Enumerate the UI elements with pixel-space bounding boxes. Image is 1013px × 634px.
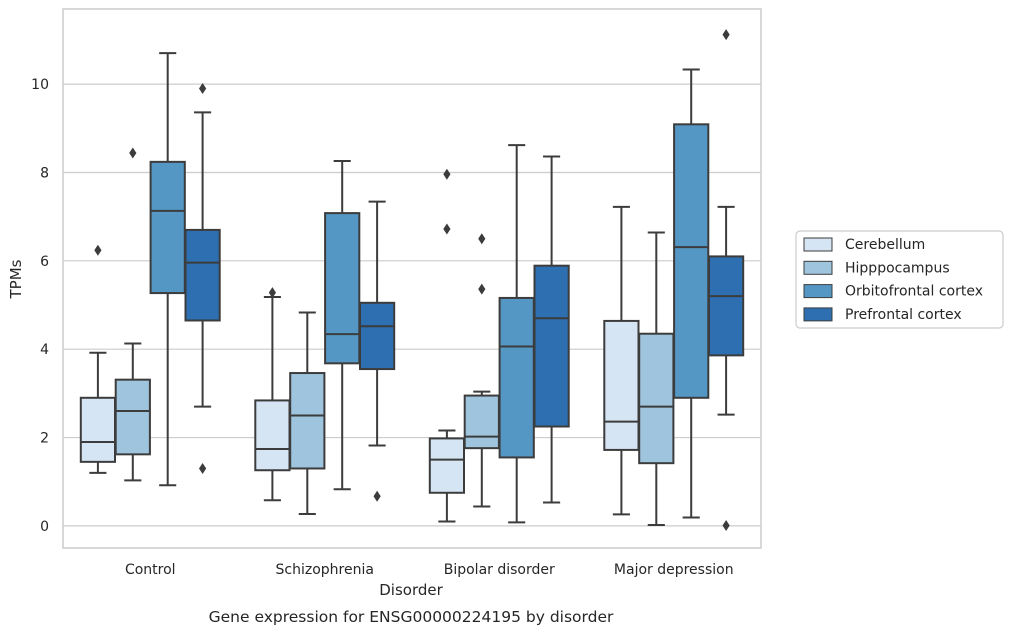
box-iqr	[638, 332, 675, 465]
x-tick-labels: Control Schizophrenia Bipolar disorder Majo…	[125, 562, 734, 578]
box-iqr	[498, 296, 535, 459]
legend-swatch	[803, 237, 833, 252]
outlier-point	[478, 283, 486, 295]
outlier-point	[443, 168, 451, 180]
y-tick-label: 2	[40, 431, 49, 447]
legend-item: Hipppocampus	[803, 260, 950, 276]
box-group	[638, 231, 675, 527]
legend: Cerebellum Hipppocampus Orbitofrontal cort…	[795, 230, 1004, 329]
box-group	[463, 233, 500, 508]
y-tick-label: 4	[40, 342, 49, 358]
box-iqr	[184, 228, 221, 322]
legend-item: Cerebellum	[803, 237, 925, 253]
outlier-point	[94, 244, 102, 256]
y-tick-label: 8	[40, 165, 49, 181]
y-axis-label: TPMs	[7, 259, 25, 299]
outlier-point	[268, 287, 276, 299]
legend-label: Orbitofrontal cortex	[845, 284, 983, 300]
box-group	[673, 68, 710, 519]
outlier-point	[443, 223, 451, 235]
outlier-point	[129, 147, 137, 159]
legend-item: Prefrontal cortex	[803, 307, 962, 323]
outlier-point	[373, 490, 381, 502]
box-iqr	[533, 264, 570, 428]
outlier-point	[722, 519, 730, 531]
outlier-point	[199, 462, 207, 474]
box-iqr	[603, 319, 640, 451]
legend-swatch	[803, 284, 833, 299]
box-iqr	[463, 394, 500, 450]
box-group	[254, 287, 291, 502]
chart-caption: Gene expression for ENSG00000224195 by d…	[209, 608, 614, 626]
legend-label: Cerebellum	[845, 237, 925, 253]
outlier-point	[722, 29, 730, 41]
x-axis-label: Disorder	[379, 581, 443, 599]
x-tick-label: Bipolar disorder	[444, 562, 555, 578]
box-group	[428, 168, 466, 523]
x-tick-label: Major depression	[614, 562, 734, 578]
box-series	[79, 29, 745, 531]
box-group	[149, 52, 186, 487]
box-group	[533, 155, 570, 504]
box-iqr	[254, 399, 291, 472]
box-group	[358, 200, 396, 502]
legend-item: Orbitofrontal cortex	[803, 284, 983, 300]
outlier-point	[199, 83, 207, 95]
y-tick-label: 6	[40, 254, 49, 270]
box-iqr	[707, 255, 745, 357]
box-iqr	[428, 437, 466, 494]
box-group	[289, 311, 326, 515]
legend-label: Hipppocampus	[845, 260, 950, 276]
box-group	[79, 244, 117, 474]
plot-frame	[62, 8, 762, 549]
box-iqr	[358, 301, 396, 371]
box-iqr	[324, 212, 361, 365]
legend-swatch	[803, 260, 833, 275]
box-iqr	[114, 378, 151, 456]
x-tick-label: Control	[125, 562, 176, 578]
box-iqr	[289, 372, 326, 470]
y-tick-label: 0	[40, 519, 49, 535]
box-group	[114, 147, 151, 482]
box-group	[603, 205, 640, 516]
legend-swatch	[803, 307, 833, 322]
legend-label: Prefrontal cortex	[845, 307, 962, 323]
legend-frame	[795, 230, 1004, 329]
box-iqr	[149, 160, 186, 295]
box-group	[184, 83, 221, 474]
y-tick-labels: 0 2 4 6 8 10	[31, 77, 49, 535]
box-iqr	[79, 396, 117, 463]
box-iqr	[673, 123, 710, 399]
x-tick-label: Schizophrenia	[276, 562, 374, 578]
box-group	[707, 29, 745, 531]
y-tick-label: 10	[31, 77, 49, 93]
box-group	[324, 159, 361, 491]
outlier-point	[478, 233, 486, 245]
box-group	[498, 144, 535, 524]
